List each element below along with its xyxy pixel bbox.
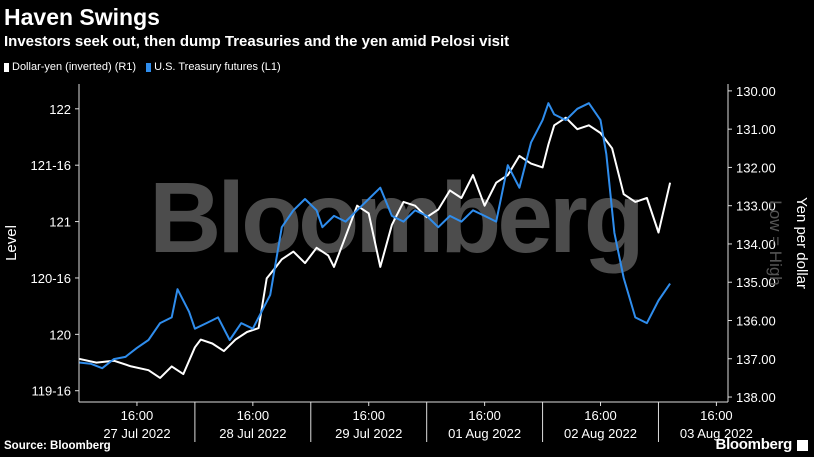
right-tick-label: 132.00	[736, 160, 776, 175]
left-tick-label: 122	[49, 102, 71, 117]
x-date-label: 27 Jul 2022	[103, 426, 170, 441]
series-line-treasury-futures	[78, 102, 671, 370]
legend-item-treasury-futures: U.S. Treasury futures (L1)	[146, 61, 281, 73]
legend: Dollar-yen (inverted) (R1) U.S. Treasury…	[4, 61, 281, 73]
chart-title: Haven Swings	[4, 4, 160, 30]
legend-swatch-dollar-yen	[4, 62, 9, 72]
left-tick-label: 120-16	[31, 271, 71, 286]
x-time-label: 16:00	[584, 408, 617, 423]
right-axis-title: Yen per dollar	[793, 197, 810, 289]
left-tick-label: 121	[49, 215, 71, 230]
x-time-label: 16:00	[700, 408, 733, 423]
x-date-label: 29 Jul 2022	[335, 426, 402, 441]
legend-swatch-treasury-futures	[146, 62, 152, 72]
left-axis-title: Level	[3, 225, 20, 261]
x-time-label: 16:00	[121, 408, 154, 423]
legend-label-dollar-yen: Dollar-yen (inverted) (R1)	[12, 61, 137, 73]
right-tick-label: 133.00	[736, 199, 776, 214]
legend-label-treasury-futures: U.S. Treasury futures (L1)	[154, 61, 281, 73]
x-time-label: 16:00	[352, 408, 385, 423]
left-tick-label: 121-16	[31, 158, 71, 173]
brand-logo-text: Bloomberg	[715, 436, 793, 453]
right-tick-label: 131.00	[736, 122, 776, 137]
right-tick-label: 134.00	[736, 237, 776, 252]
x-date-label: 28 Jul 2022	[219, 426, 286, 441]
x-date-label: 01 Aug 2022	[448, 426, 521, 441]
right-tick-label: 138.00	[736, 390, 776, 405]
right-tick-label: 136.00	[736, 313, 776, 328]
right-tick-label: 135.00	[736, 275, 776, 290]
source-note: Source: Bloomberg	[4, 440, 111, 452]
left-tick-label: 119-16	[31, 384, 71, 399]
right-axis-inverted-note: Low = High	[766, 200, 785, 286]
series-layer	[78, 102, 672, 379]
x-time-label: 16:00	[468, 408, 501, 423]
right-tick-label: 137.00	[736, 352, 776, 367]
bloomberg-logo-icon	[797, 440, 808, 451]
chart-subtitle: Investors seek out, then dump Treasuries…	[4, 33, 510, 50]
right-tick-label: 130.00	[736, 84, 776, 99]
axes-layer: 122 121-16 121 120-16 120 119-16 130.00 131.00 1…	[3, 84, 810, 442]
legend-item-dollar-yen: Dollar-yen (inverted) (R1)	[4, 61, 136, 73]
x-date-label: 03 Aug 2022	[680, 426, 753, 441]
left-tick-label: 120	[49, 327, 71, 342]
series-line-dollar-yen	[78, 116, 672, 379]
x-date-label: 02 Aug 2022	[564, 426, 637, 441]
x-time-label: 16:00	[237, 408, 270, 423]
